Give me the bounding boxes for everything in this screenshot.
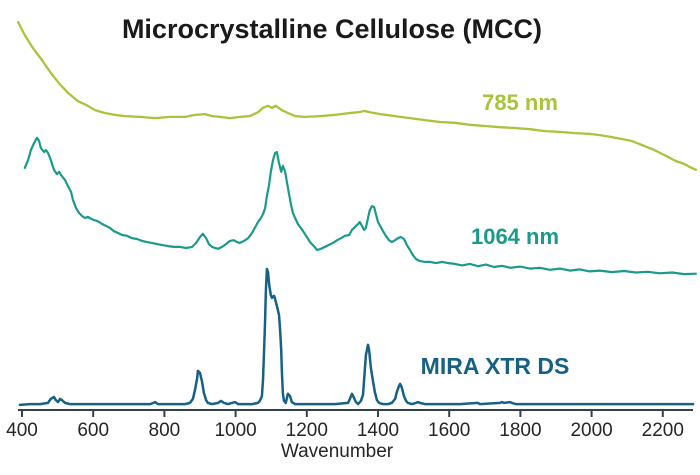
x-tick-label: 2000 [570, 420, 612, 441]
chart-title: Microcrystalline Cellulose (MCC) [122, 14, 542, 44]
x-tick-label: 400 [6, 420, 38, 441]
x-tick-label: 1600 [428, 420, 470, 441]
x-axis-label: Wavenumber [281, 441, 394, 462]
series-label-785nm: 785 nm [482, 90, 558, 115]
x-tick-label: 1000 [214, 420, 256, 441]
x-tick-label: 1200 [286, 420, 328, 441]
x-tick-label: 1400 [357, 420, 399, 441]
series-label-1064nm: 1064 nm [471, 224, 559, 249]
x-tick-label: 2200 [642, 420, 684, 441]
trace-785nm [16, 20, 698, 171]
trace-1064nm [23, 136, 698, 276]
x-tick-label: 1800 [499, 420, 541, 441]
x-tick-label: 600 [77, 420, 109, 441]
spectra-traces [16, 20, 698, 407]
x-tick-label: 800 [149, 420, 181, 441]
series-label-mira-xtr-ds: MIRA XTR DS [421, 353, 570, 379]
trace-mira-xtr-ds [18, 267, 695, 407]
x-axis: 400 600 800 1000 1200 1400 1600 1800 2000 2200 [6, 409, 693, 441]
